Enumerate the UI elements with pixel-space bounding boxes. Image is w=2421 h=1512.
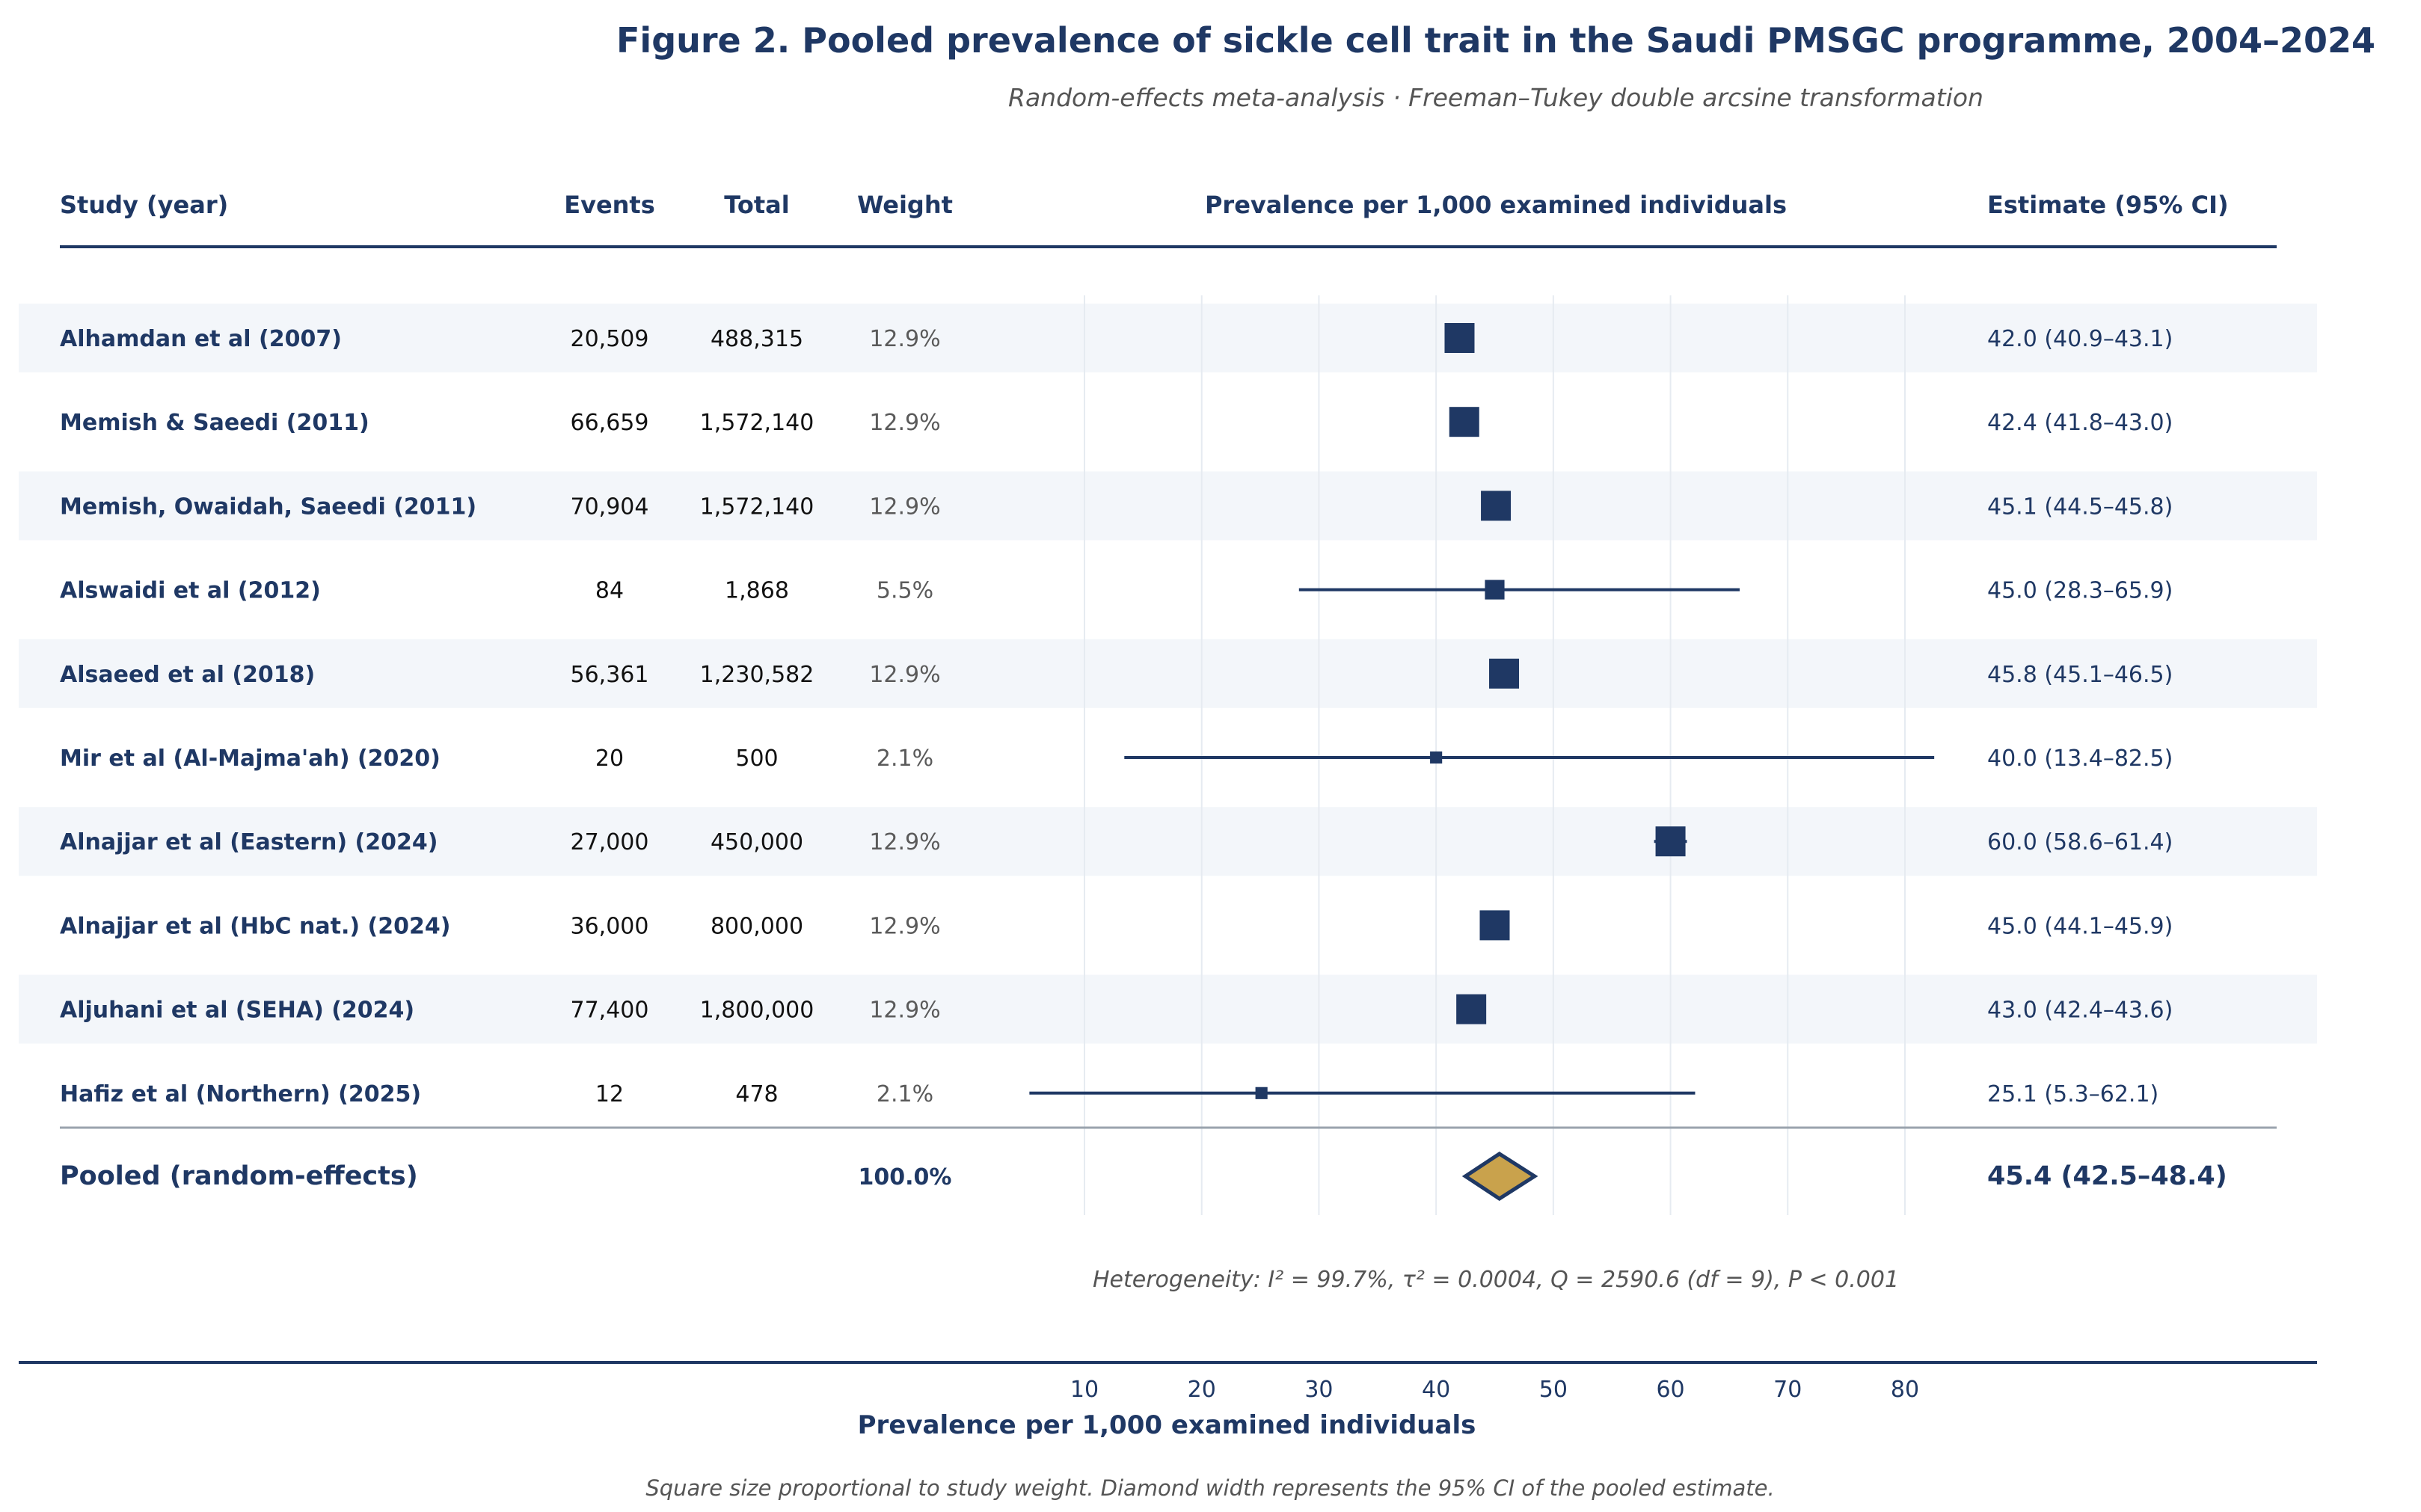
x-tick-label: 30 — [1304, 1377, 1333, 1403]
study-events: 20,509 — [571, 326, 649, 352]
row-band — [19, 304, 2317, 372]
header-weight: Weight — [857, 191, 953, 219]
row-band — [19, 974, 2317, 1044]
row-band — [19, 471, 2317, 541]
pooled-diamond — [1461, 1152, 1538, 1201]
study-total: 1,800,000 — [700, 998, 814, 1024]
study-name: Hafiz et al (Northern) (2025) — [60, 1081, 421, 1107]
study-weight: 12.9% — [869, 998, 940, 1024]
study-events: 12 — [595, 1081, 624, 1107]
study-weight: 12.9% — [869, 326, 940, 352]
study-weight: 2.1% — [877, 746, 933, 772]
x-tick-label: 80 — [1891, 1377, 1919, 1403]
study-total: 1,230,582 — [700, 662, 814, 688]
study-weight: 12.9% — [869, 494, 940, 520]
study-estimate-text: 42.4 (41.8–43.0) — [1987, 410, 2173, 436]
estimate-square — [1479, 910, 1510, 941]
study-weight: 12.9% — [869, 662, 940, 688]
study-events: 56,361 — [571, 662, 649, 688]
study-estimate-text: 43.0 (42.4–43.6) — [1987, 998, 2173, 1024]
pooled-label: Pooled (random-effects) — [60, 1161, 418, 1191]
estimate-square — [1489, 658, 1520, 689]
pooled-weight: 100.0% — [859, 1164, 952, 1190]
x-tick-label: 20 — [1188, 1377, 1216, 1403]
study-total: 800,000 — [711, 913, 803, 939]
x-tick-label: 50 — [1539, 1377, 1568, 1403]
header-estimate: Estimate (95% CI) — [1987, 191, 2229, 219]
estimate-square — [1485, 580, 1505, 600]
study-total: 450,000 — [711, 829, 803, 855]
study-events: 70,904 — [571, 494, 649, 520]
chart-title: Figure 2. Pooled prevalence of sickle ce… — [616, 20, 2375, 61]
x-tick-label: 40 — [1422, 1377, 1450, 1403]
study-name: Alhamdan et al (2007) — [60, 326, 342, 352]
study-estimate-text: 60.0 (58.6–61.4) — [1987, 829, 2173, 855]
study-events: 84 — [595, 578, 624, 604]
x-tick-label: 70 — [1773, 1377, 1802, 1403]
study-estimate-text: 25.1 (5.3–62.1) — [1987, 1081, 2158, 1107]
study-estimate-text: 45.8 (45.1–46.5) — [1987, 662, 2173, 688]
x-tick-label: 60 — [1656, 1377, 1684, 1403]
pooled-estimate-text: 45.4 (42.5–48.4) — [1987, 1161, 2227, 1191]
x-tick-label: 10 — [1070, 1377, 1099, 1403]
estimate-square — [1449, 407, 1479, 437]
header-events: Events — [564, 191, 655, 219]
study-name: Alnajjar et al (HbC nat.) (2024) — [60, 913, 450, 939]
estimate-square — [1255, 1087, 1268, 1099]
study-events: 66,659 — [571, 410, 649, 436]
row-band — [19, 807, 2317, 876]
row-band — [19, 639, 2317, 708]
study-weight: 12.9% — [869, 913, 940, 939]
header-plot: Prevalence per 1,000 examined individual… — [1205, 191, 1787, 219]
heterogeneity-text: Heterogeneity: I² = 99.7%, τ² = 0.0004, … — [1093, 1267, 1899, 1293]
study-estimate-text: 45.0 (28.3–65.9) — [1987, 578, 2173, 604]
study-total: 500 — [735, 746, 778, 772]
study-name: Memish & Saeedi (2011) — [60, 410, 369, 436]
study-total: 1,868 — [725, 578, 789, 604]
footnote: Square size proportional to study weight… — [645, 1475, 1774, 1501]
estimate-square — [1456, 994, 1487, 1024]
header-study: Study (year) — [60, 191, 228, 219]
x-axis-label: Prevalence per 1,000 examined individual… — [858, 1410, 1476, 1440]
study-name: Mir et al (Al-Majma'ah) (2020) — [60, 746, 441, 772]
study-weight: 2.1% — [877, 1081, 933, 1107]
study-events: 36,000 — [571, 913, 649, 939]
study-name: Alsaeed et al (2018) — [60, 662, 315, 688]
study-total: 1,572,140 — [700, 410, 814, 436]
estimate-square — [1655, 826, 1686, 857]
study-events: 27,000 — [571, 829, 649, 855]
chart-subtitle: Random-effects meta-analysis · Freeman–T… — [1008, 83, 1983, 112]
study-estimate-text: 42.0 (40.9–43.1) — [1987, 326, 2173, 352]
study-weight: 5.5% — [877, 578, 933, 604]
study-estimate-text: 45.1 (44.5–45.8) — [1987, 494, 2173, 520]
study-events: 77,400 — [571, 998, 649, 1024]
study-events: 20 — [595, 746, 624, 772]
header-total: Total — [724, 191, 789, 219]
study-name: Aljuhani et al (SEHA) (2024) — [60, 998, 414, 1024]
study-total: 488,315 — [711, 326, 803, 352]
study-total: 1,572,140 — [700, 494, 814, 520]
estimate-square — [1430, 751, 1443, 764]
study-estimate-text: 45.0 (44.1–45.9) — [1987, 913, 2173, 939]
study-weight: 12.9% — [869, 829, 940, 855]
study-name: Memish, Owaidah, Saeedi (2011) — [60, 494, 476, 520]
study-name: Alswaidi et al (2012) — [60, 578, 321, 604]
study-total: 478 — [735, 1081, 778, 1107]
study-weight: 12.9% — [869, 410, 940, 436]
estimate-square — [1481, 491, 1512, 521]
study-estimate-text: 40.0 (13.4–82.5) — [1987, 746, 2173, 772]
estimate-square — [1444, 323, 1475, 353]
study-name: Alnajjar et al (Eastern) (2024) — [60, 829, 438, 855]
